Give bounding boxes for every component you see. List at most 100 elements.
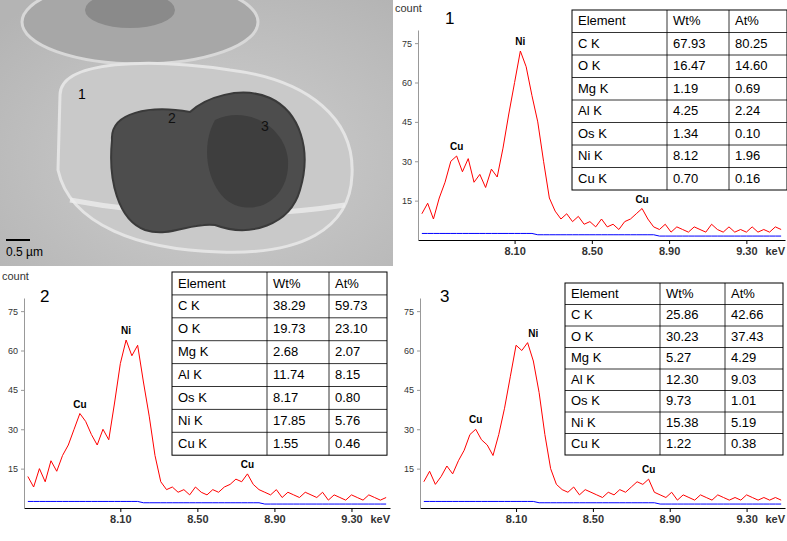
tick-mark [669, 240, 670, 244]
tick-mark [417, 351, 420, 352]
table-rule [565, 326, 783, 327]
table-cell: 0.80 [335, 390, 360, 405]
tick-label: 60 [404, 346, 414, 356]
tick-label: 30 [8, 425, 18, 435]
table-cell: 15.38 [666, 415, 699, 430]
table-rule [572, 100, 787, 101]
x-tick: 8.50 [582, 240, 603, 257]
tick-label: 75 [402, 39, 412, 49]
table-header: Wt% [273, 276, 301, 291]
tick-label: 8.10 [504, 245, 525, 257]
chart-title: 1 [445, 9, 454, 28]
peak-label: Ni [515, 36, 525, 47]
y-tick: 45 [404, 385, 420, 395]
y-tick: 60 [404, 346, 420, 356]
x-tick: 8.50 [187, 508, 208, 525]
spectrum-chart: 8.108.508.909.301530456075keVcount1CuNiC… [395, 2, 787, 257]
y-axis-label: count [2, 270, 29, 282]
table-cell: 0.38 [731, 436, 756, 451]
tick-label: 9.30 [341, 513, 362, 525]
tick-mark [747, 508, 748, 512]
tick-label: 45 [8, 385, 18, 395]
tick-label: 60 [402, 78, 412, 88]
spectrum-chart: 8.108.508.909.301530456075keV3CuNiCuElem… [404, 283, 786, 525]
y-tick: 15 [404, 464, 420, 474]
tick-mark [21, 311, 24, 312]
tick-mark [21, 390, 24, 391]
tick-mark [417, 429, 420, 430]
table-cell: 12.30 [666, 372, 699, 387]
table-cell: Ni K [578, 148, 603, 163]
y-tick: 30 [8, 425, 24, 435]
table-cell: Mg K [578, 81, 609, 96]
tick-label: 45 [404, 385, 414, 395]
table-cell: 17.85 [273, 413, 306, 428]
tick-label: 8.50 [582, 245, 603, 257]
table-cell: 1.34 [673, 126, 698, 141]
peak-label: Cu [450, 141, 463, 152]
tick-label: 8.10 [110, 513, 131, 525]
y-tick: 30 [402, 157, 418, 167]
table-cell: Os K [578, 126, 607, 141]
point-label: 3 [261, 118, 269, 134]
table-cell: Mg K [571, 350, 602, 365]
tick-mark [746, 240, 747, 244]
table-cell: O K [571, 329, 594, 344]
tick-label: 8.50 [187, 513, 208, 525]
table-cell: 2.68 [273, 344, 298, 359]
tick-label: 8.10 [506, 513, 527, 525]
table-header: At% [335, 276, 359, 291]
tick-mark [592, 240, 593, 244]
x-tick: 8.90 [264, 508, 285, 525]
x-axis: 8.10 8.50 8.90 9.30 [419, 240, 786, 257]
tick-mark [670, 508, 671, 512]
spectrum-line [28, 501, 386, 504]
table-cell: 19.73 [273, 321, 306, 336]
table-cell: 23.10 [335, 321, 368, 336]
y-tick: 60 [402, 78, 418, 88]
tick-mark [274, 508, 275, 512]
table-cell: Ni K [178, 413, 203, 428]
tick-mark [417, 469, 420, 470]
composition-table: ElementWt%At%C K67.9380.25O K16.4714.60M… [572, 10, 787, 190]
composition-table: ElementWt%At%C K38.2959.73O K19.7323.10M… [172, 272, 387, 455]
tick-mark [120, 508, 121, 512]
table-cell: Al K [578, 103, 602, 118]
table-cell: 14.60 [735, 58, 768, 73]
tick-label: 8.90 [659, 245, 680, 257]
x-tick: 9.30 [736, 508, 757, 525]
table-cell: 1.01 [731, 393, 756, 408]
table-cell: 5.76 [335, 413, 360, 428]
table-header: Wt% [673, 13, 701, 28]
table-rule [172, 432, 387, 433]
particle [111, 93, 304, 233]
tick-mark [593, 508, 594, 512]
table-cell: 67.93 [673, 36, 706, 51]
peak-label: Cu [642, 464, 655, 475]
axis-line [419, 240, 786, 241]
table-rule [565, 369, 783, 370]
table-frame [572, 10, 787, 190]
peak-label: Cu [241, 459, 254, 470]
table-cell: 0.10 [735, 126, 760, 141]
table-cell: 8.17 [273, 390, 298, 405]
table-rule [172, 363, 387, 364]
table-header: At% [735, 13, 759, 28]
tick-mark [415, 43, 418, 44]
table-header: Element [578, 13, 626, 28]
tick-label: 15 [404, 464, 414, 474]
table-cell: 5.27 [666, 350, 691, 365]
peak-label: Ni [121, 325, 131, 336]
table-cell: 1.55 [273, 436, 298, 451]
table-cell: C K [571, 307, 593, 322]
tick-label: 15 [402, 196, 412, 206]
table-cell: 8.12 [673, 148, 698, 163]
tick-label: 45 [402, 117, 412, 127]
tick-mark [417, 311, 420, 312]
table-rule [667, 10, 668, 190]
y-tick: 75 [404, 307, 420, 317]
table-rule [172, 386, 387, 387]
table-rule [725, 283, 726, 455]
tick-label: 9.30 [736, 245, 757, 257]
scale-bar-label: 0.5 µm [6, 245, 43, 259]
